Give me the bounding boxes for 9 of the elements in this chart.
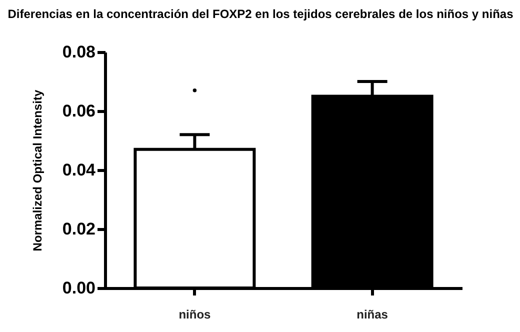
y-tick-label: 0.08 — [62, 42, 96, 62]
x-tick-label: niñas — [356, 308, 388, 322]
x-tick-label: niños — [178, 308, 212, 322]
y-tick-label: 0.00 — [62, 278, 96, 298]
chart-title: Diferencias en la concentración del FOXP2 en los tejidos cerebrales de los niños y niñas — [8, 7, 514, 21]
y-tick-label: 0.04 — [62, 160, 96, 180]
y-tick-label: 0.02 — [62, 220, 96, 238]
y-axis-title: Normalized Optical Intensity — [30, 89, 44, 252]
y-tick-label: 0.06 — [62, 102, 96, 120]
